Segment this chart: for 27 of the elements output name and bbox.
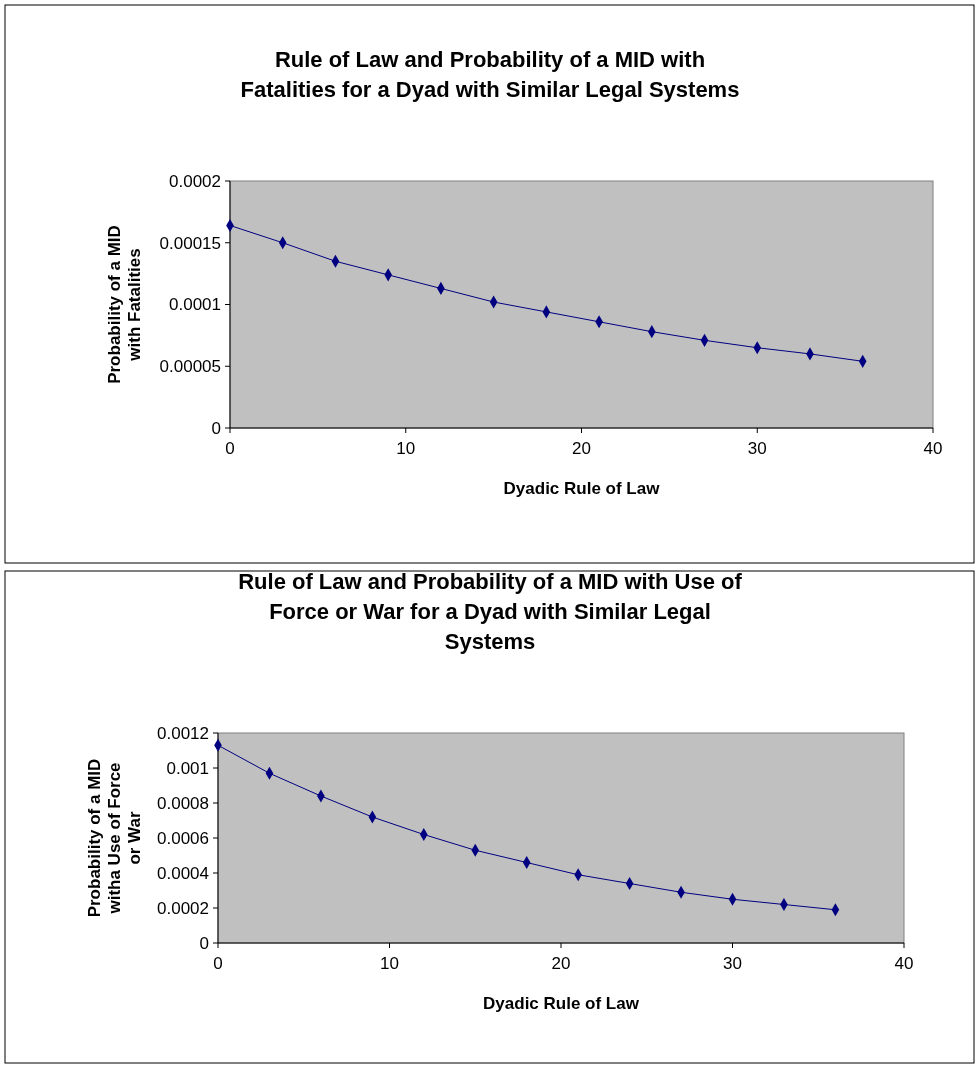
y-tick-label: 0.0001 bbox=[169, 295, 221, 315]
y-tick-label: 0.00005 bbox=[159, 357, 221, 377]
x-tick-label: 0 bbox=[225, 439, 235, 458]
chart-title: Rule of Law and Probability of a MID with Use of Force or War for a Dyad with Similar Legal Systems bbox=[238, 569, 743, 654]
y-tick-label: 0.001 bbox=[166, 758, 209, 778]
y-tick-label: 0.0004 bbox=[157, 863, 209, 883]
x-tick-label: 20 bbox=[572, 439, 591, 458]
y-tick-label: 0.00015 bbox=[159, 233, 221, 253]
y-tick-label: 0 bbox=[211, 418, 221, 438]
y-axis-title: Probability of a MID witha Use of Force or War bbox=[85, 758, 144, 918]
y-tick-label: 0.0008 bbox=[157, 793, 209, 813]
y-axis-title: Probability of a MID with Fatalities bbox=[105, 225, 144, 384]
x-tick-label: 40 bbox=[894, 954, 914, 973]
x-tick-label: 10 bbox=[396, 439, 416, 458]
y-tick-label: 0 bbox=[199, 933, 209, 953]
chart-title: Rule of Law and Probability of a MID with Fatalities for a Dyad with Similar Legal Systems bbox=[240, 47, 740, 102]
x-tick-label: 10 bbox=[380, 954, 399, 973]
x-tick-label: 30 bbox=[747, 439, 767, 458]
y-tick-label: 0.0002 bbox=[169, 171, 221, 191]
y-tick-label: 0.0012 bbox=[157, 723, 209, 743]
x-axis-title: Dyadic Rule of Law bbox=[483, 994, 640, 1013]
x-tick-label: 40 bbox=[923, 439, 943, 458]
x-axis-title: Dyadic Rule of Law bbox=[503, 479, 661, 498]
x-tick-label: 20 bbox=[551, 954, 571, 973]
y-tick-label: 0.0002 bbox=[157, 898, 209, 918]
x-tick-label: 30 bbox=[723, 954, 742, 973]
y-tick-label: 0.0006 bbox=[157, 828, 209, 848]
